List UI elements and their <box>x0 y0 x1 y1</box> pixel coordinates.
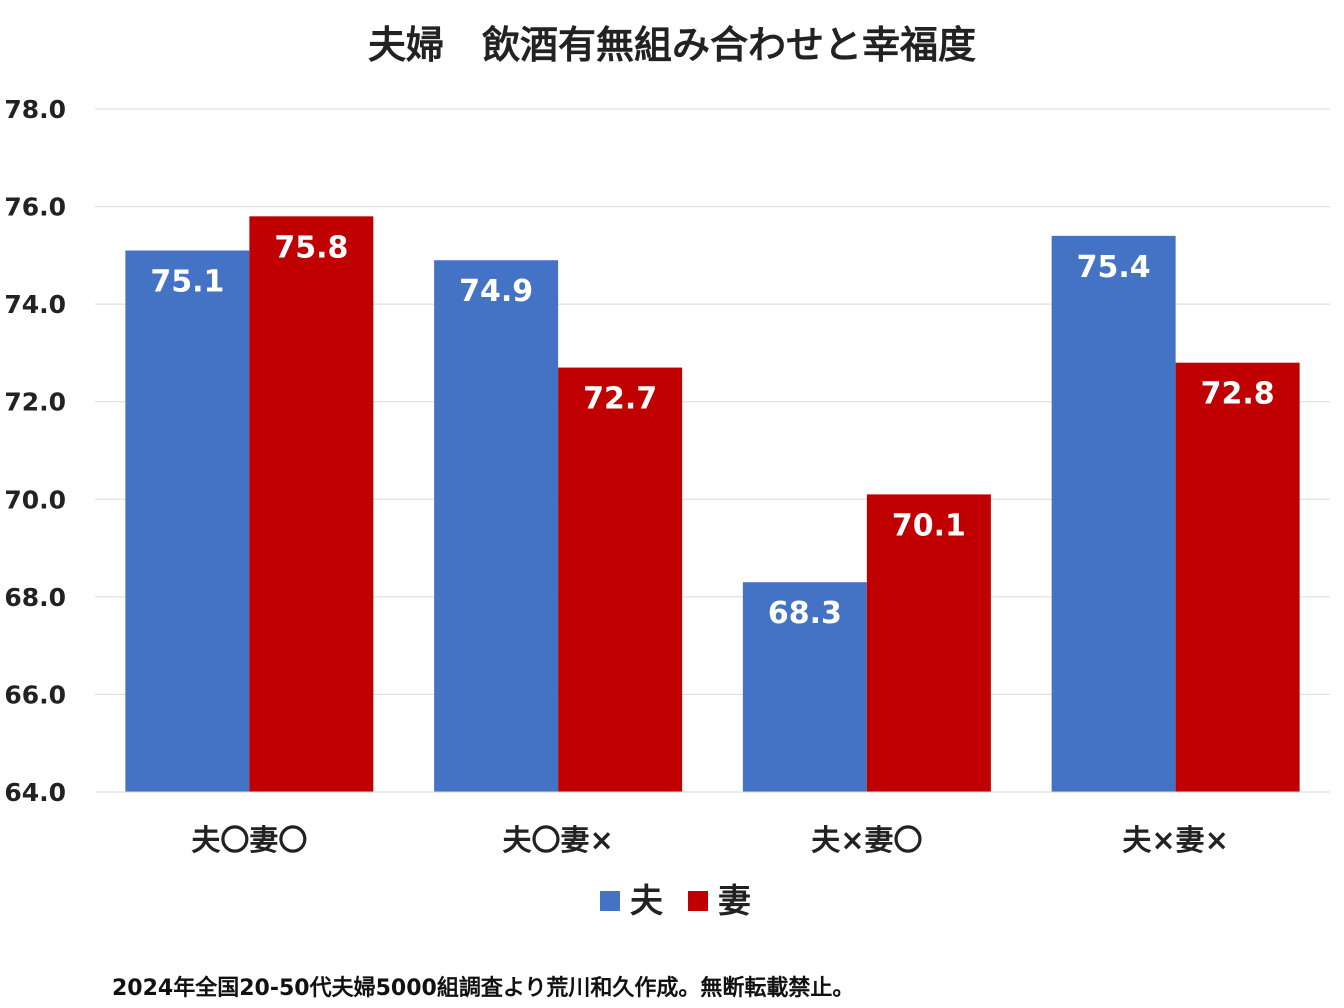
y-axis: 64.0 66.0 68.0 70.0 72.0 74.0 76.0 78.0 <box>4 95 66 807</box>
data-label: 75.1 <box>150 264 224 299</box>
x-axis: 夫〇妻〇 夫〇妻× 夫×妻〇 夫×妻× <box>95 791 1330 857</box>
data-label: 70.1 <box>892 508 966 543</box>
bar-夫-2 <box>742 582 867 792</box>
x-tick-label: 夫〇妻× <box>502 823 613 857</box>
x-tick-label: 夫×妻× <box>1122 823 1229 857</box>
data-label: 68.3 <box>768 596 842 631</box>
bar-妻-0 <box>249 216 374 793</box>
bar-妻-1 <box>558 367 683 792</box>
y-tick-label: 76.0 <box>4 193 66 222</box>
bar-妻-2 <box>866 494 991 792</box>
x-tick-label: 夫×妻〇 <box>811 823 922 857</box>
bar-夫-3 <box>1051 235 1176 793</box>
bars: 75.1 75.8 74.9 72.7 68.3 70.1 75.4 72.8 <box>125 216 1300 793</box>
footer-note: 2024年全国20-50代夫婦5000組調査より荒川和久作成。無断転載禁止。 <box>112 975 854 1001</box>
bar-夫-0 <box>125 250 250 792</box>
legend-label: 妻 <box>718 881 751 920</box>
data-label: 75.4 <box>1077 250 1151 285</box>
y-tick-label: 68.0 <box>4 583 66 612</box>
y-tick-label: 74.0 <box>4 290 66 319</box>
chart-title: 夫婦 飲酒有無組み合わせと幸福度 <box>368 23 976 67</box>
y-tick-label: 72.0 <box>4 388 66 417</box>
legend-swatch <box>600 891 620 911</box>
data-label: 75.8 <box>274 230 348 265</box>
y-tick-label: 66.0 <box>4 680 66 709</box>
legend-label: 夫 <box>630 881 664 920</box>
y-tick-label: 64.0 <box>4 778 66 807</box>
x-tick-label: 夫〇妻〇 <box>191 823 307 857</box>
bar-妻-3 <box>1175 362 1300 792</box>
data-label: 74.9 <box>459 274 533 309</box>
bar-夫-1 <box>434 260 559 792</box>
y-tick-label: 70.0 <box>4 485 66 514</box>
y-tick-label: 78.0 <box>4 95 66 124</box>
data-label: 72.8 <box>1201 377 1275 412</box>
legend-swatch <box>688 891 708 911</box>
data-label: 72.7 <box>583 382 657 417</box>
legend: 夫妻 <box>600 881 751 920</box>
